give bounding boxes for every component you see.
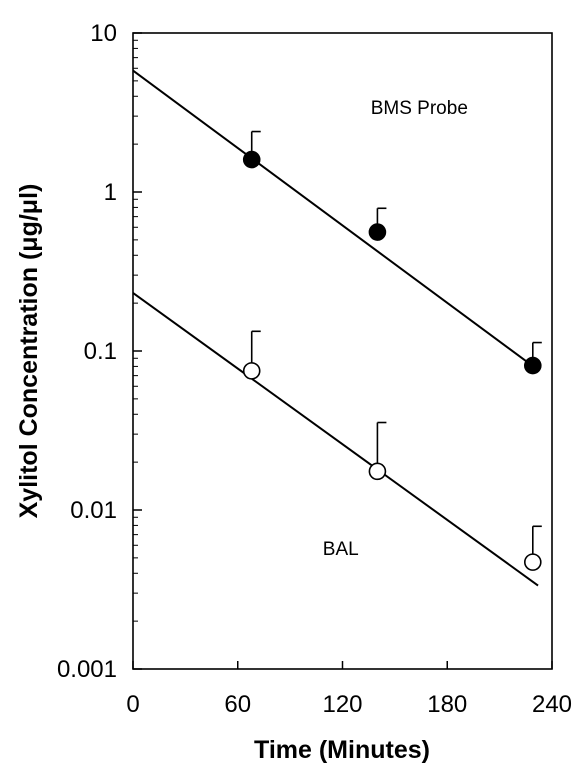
fit-lines bbox=[132, 69, 539, 587]
x-tick-label: 60 bbox=[224, 691, 251, 718]
y-tick-label: 0.1 bbox=[84, 338, 117, 365]
x-tick-label: 120 bbox=[322, 691, 362, 718]
fit-line bbox=[132, 292, 539, 587]
data-points bbox=[242, 150, 542, 571]
fit-line bbox=[132, 69, 539, 371]
y-tick-label: 10 bbox=[90, 20, 117, 47]
annotation-label: BAL bbox=[323, 539, 359, 560]
y-tick-label: 0.01 bbox=[70, 497, 117, 524]
annotation-label: BMS Probe bbox=[371, 98, 468, 119]
x-tick-label: 240 bbox=[532, 691, 572, 718]
y-tick-label: 1 bbox=[104, 179, 117, 206]
data-point-filled bbox=[368, 223, 387, 241]
annotations: BMS Probe BAL bbox=[323, 98, 468, 560]
x-tick-label: 180 bbox=[427, 691, 467, 718]
y-axis-title: Xylitol Concentration (μg/μl) bbox=[15, 184, 43, 519]
data-point-open bbox=[523, 553, 542, 571]
error-bars bbox=[250, 130, 542, 563]
data-point-open bbox=[368, 462, 387, 481]
axis-ticks: 0 60 120 180 240 0.001 0.01 0.1 1 10 bbox=[57, 20, 572, 718]
data-point-filled bbox=[523, 356, 542, 375]
x-tick-label: 0 bbox=[126, 691, 139, 718]
x-axis-title: Time (Minutes) bbox=[254, 736, 430, 764]
data-point-open bbox=[242, 362, 261, 380]
y-tick-label: 0.001 bbox=[57, 656, 117, 683]
plot-frame bbox=[132, 32, 553, 670]
data-point-filled bbox=[242, 150, 261, 169]
